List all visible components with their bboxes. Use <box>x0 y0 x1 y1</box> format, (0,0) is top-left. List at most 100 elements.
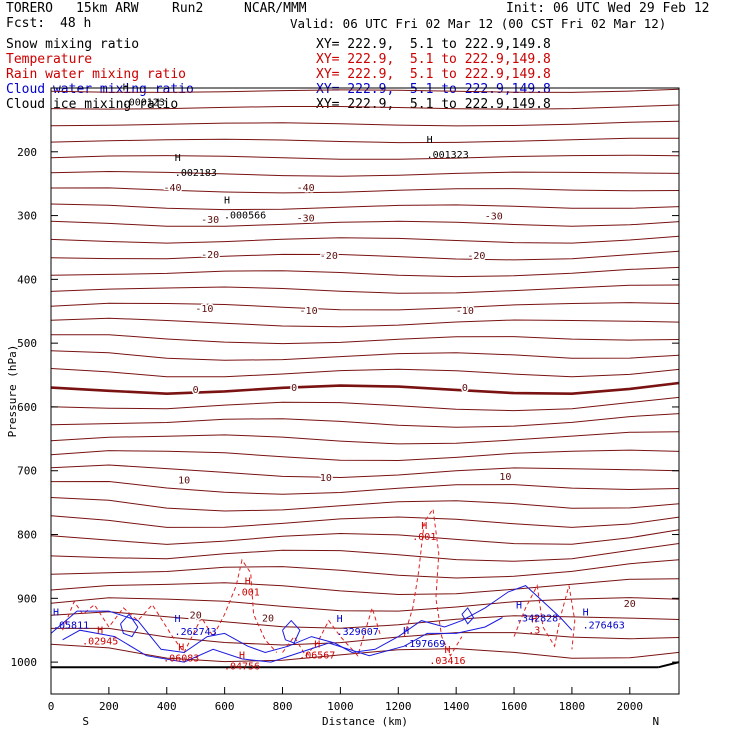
rain-max-h: H <box>97 625 103 636</box>
y-tick-label: 400 <box>17 273 37 286</box>
isotherm-line <box>50 464 680 479</box>
cloud-water-max-h: H <box>53 608 59 619</box>
temperature-label: -40 <box>164 183 182 194</box>
temperature-label: 0 <box>193 385 199 396</box>
isotherm-line <box>50 431 680 445</box>
isotherm-line <box>50 559 680 579</box>
isotherm-line <box>50 350 680 361</box>
isotherm-line <box>50 266 680 278</box>
legend-name: Cloud ice mixing ratio <box>6 97 179 112</box>
isotherm-line <box>50 137 680 144</box>
rain-label: .001 <box>236 587 260 598</box>
cloud-water-max-h: H <box>583 608 589 619</box>
rain-label: .06083 <box>163 654 199 665</box>
temperature-label: -40 <box>297 183 315 194</box>
isotherm-line <box>50 220 680 227</box>
temperature-label: -10 <box>195 304 213 315</box>
header-resolution: 15km ARW <box>76 1 139 16</box>
temperature-label: 0 <box>291 383 297 394</box>
rain-contour <box>513 583 576 650</box>
y-tick-label: 500 <box>17 337 37 350</box>
rain-max-h: H <box>444 645 450 656</box>
temperature-label: -20 <box>201 250 219 261</box>
south-label: S <box>82 715 89 728</box>
cloud-water-max-h: H <box>516 601 522 612</box>
isotherm-line <box>50 334 680 345</box>
snow-max-h: H <box>123 83 129 94</box>
rain-max-h: H <box>421 521 427 532</box>
isotherm-line <box>50 104 680 110</box>
x-axis-label: Distance (km) <box>322 715 408 728</box>
isotherm-line <box>50 187 680 194</box>
cloud-water-label: .197669 <box>403 639 445 650</box>
isotherm-line <box>50 597 680 612</box>
y-tick-label: 900 <box>17 592 37 605</box>
snow-max-label: .000566 <box>224 211 266 222</box>
isotherm-line <box>50 203 680 211</box>
temperature-label: -30 <box>201 215 219 226</box>
cloud-water-label: .276463 <box>583 621 625 632</box>
isotherm-line <box>50 284 680 294</box>
x-tick-label: 1600 <box>501 700 528 713</box>
cloud-water-contour <box>62 617 503 663</box>
x-tick-label: 600 <box>215 700 235 713</box>
temperature-label: 20 <box>190 610 202 621</box>
header-init: Init: 06 UTC Wed 29 Feb 12 <box>506 1 710 16</box>
legend-xy: XY= 222.9, 5.1 to 222.9,149.8 <box>316 97 551 112</box>
isotherm-line <box>50 413 680 428</box>
temperature-label: 20 <box>624 599 636 610</box>
isotherm-line <box>50 317 680 328</box>
y-tick-label: 200 <box>17 146 37 159</box>
x-tick-label: 2000 <box>617 700 644 713</box>
legend-name: Cloud water mixing ratio <box>6 82 194 97</box>
y-tick-label: 600 <box>17 401 37 414</box>
temperature-label: -20 <box>467 251 485 262</box>
rain-label: .03416 <box>429 656 465 667</box>
x-tick-label: 0 <box>48 700 55 713</box>
cloud-water-contour <box>120 613 139 638</box>
rain-label: .001 <box>412 532 436 543</box>
rain-label: .04756 <box>224 661 260 672</box>
isotherm-line <box>50 154 680 160</box>
y-tick-label: 800 <box>17 529 37 542</box>
isotherm-line <box>50 381 680 396</box>
isotherm-line <box>50 529 680 545</box>
legend-xy: XY= 222.9, 5.1 to 222.9,149.8 <box>316 82 551 97</box>
isotherm-line <box>50 396 680 412</box>
isotherm-line <box>50 449 680 462</box>
cloud-water-max-h: H <box>337 614 343 625</box>
isotherm-line <box>50 611 680 629</box>
rain-contour <box>282 606 382 657</box>
y-tick-label: 300 <box>17 210 37 223</box>
isotherm-line <box>50 480 680 495</box>
temperature-label: 10 <box>499 472 511 483</box>
temperature-label: 10 <box>178 476 190 487</box>
rain-max-h: H <box>178 643 184 654</box>
cloud-water-label: .342828 <box>516 614 558 625</box>
header-model: TORERO <box>6 1 53 16</box>
cloud-water-label: .05811 <box>53 621 89 632</box>
x-tick-label: 1400 <box>443 700 470 713</box>
snow-max-label: .002183 <box>175 168 217 179</box>
header-valid: Valid: 06 UTC Fri 02 Mar 12 (00 CST Fri … <box>290 16 667 31</box>
ground-line <box>658 661 680 669</box>
isotherm-line <box>50 170 680 177</box>
rain-max-h: H <box>314 639 320 650</box>
temperature-label: 0 <box>462 383 468 394</box>
isotherm-line <box>50 515 680 528</box>
rain-max-h: H <box>531 615 537 626</box>
isotherm-line <box>50 543 680 562</box>
x-tick-label: 1800 <box>559 700 586 713</box>
x-tick-label: 400 <box>157 700 177 713</box>
isotherm-line <box>50 250 680 261</box>
x-tick-label: 800 <box>273 700 293 713</box>
north-label: N <box>653 715 660 728</box>
x-tick-label: 1000 <box>327 700 354 713</box>
y-axis-label: Pressure (hPa) <box>6 345 19 438</box>
legend-xy: XY= 222.9, 5.1 to 222.9,149.8 <box>316 67 551 82</box>
snow-max-h: H <box>224 196 230 207</box>
cloud-water-max-h: H <box>175 614 181 625</box>
temperature-label: -30 <box>485 212 503 223</box>
temperature-label: 10 <box>320 473 332 484</box>
